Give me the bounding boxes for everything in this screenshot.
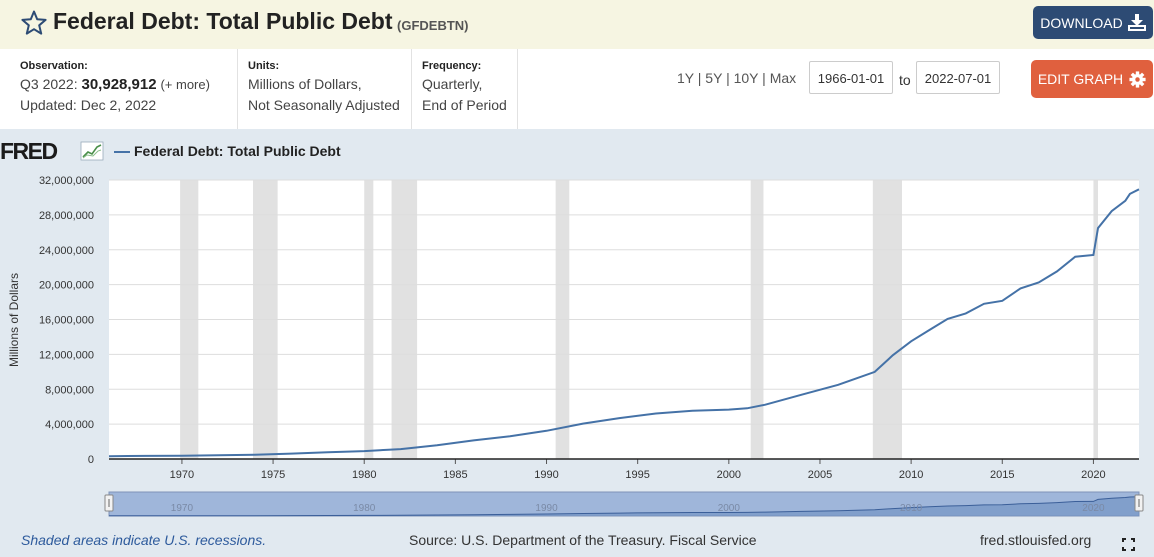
- x-tick-label: 1975: [261, 469, 285, 481]
- navigator-area: [109, 496, 1139, 516]
- frequency-label: Frequency:: [422, 60, 482, 72]
- x-tick-label: 2005: [808, 469, 832, 481]
- series-line: [108, 188, 1140, 458]
- title-bar: Federal Debt: Total Public Debt (GFDEBTN…: [0, 0, 1154, 49]
- range-10y-link[interactable]: 10Y: [733, 70, 759, 86]
- updated-date: Updated: Dec 2, 2022: [20, 97, 157, 113]
- x-tick-label: 1985: [443, 469, 467, 481]
- y-tick-label: 28,000,000: [39, 210, 94, 222]
- y-axis-label: Millions of Dollars: [7, 273, 21, 367]
- x-tick-label: 2010: [899, 469, 923, 481]
- x-tick-label: 2015: [990, 469, 1014, 481]
- to-label: to: [899, 72, 911, 88]
- page-title: Federal Debt: Total Public Debt: [53, 8, 393, 34]
- download-button[interactable]: DOWNLOAD: [1033, 6, 1153, 39]
- navigator[interactable]: 1970 1980 1990 2000 2010 2020: [104, 491, 1144, 517]
- end-date-input[interactable]: 2022-07-01: [916, 61, 1000, 94]
- star-icon[interactable]: [21, 10, 47, 36]
- y-tick-label: 16,000,000: [39, 315, 94, 327]
- source-text: Source: U.S. Department of the Treasury.…: [409, 532, 757, 548]
- download-label: DOWNLOAD: [1040, 14, 1123, 31]
- frequency-line-1: Quarterly,: [422, 76, 483, 92]
- x-tick-label: 1970: [170, 469, 194, 481]
- observation-period: Q3 2022:: [20, 76, 78, 92]
- edit-graph-label: EDIT GRAPH: [1037, 71, 1124, 87]
- legend-text: Federal Debt: Total Public Debt: [134, 143, 341, 159]
- y-tick-label: 0: [88, 454, 94, 466]
- units-line-2: Not Seasonally Adjusted: [248, 97, 400, 113]
- x-tick-label: 1990: [534, 469, 558, 481]
- x-tick-label: 1980: [352, 469, 376, 481]
- edit-graph-button[interactable]: EDIT GRAPH: [1031, 60, 1153, 98]
- range-5y-link[interactable]: 5Y: [705, 70, 723, 86]
- units-line-1: Millions of Dollars,: [248, 76, 362, 92]
- y-tick-label: 20,000,000: [39, 280, 94, 292]
- navigator-tick-label: 1990: [535, 503, 558, 514]
- navigator-tick-label: 1970: [171, 503, 194, 514]
- fullscreen-icon[interactable]: [1122, 538, 1135, 551]
- plot-layer: 0 4,000,000 8,000,000 12,000,000 16,000,000 2…: [39, 175, 1140, 481]
- observation-value: 30,928,912: [81, 76, 157, 93]
- download-icon: [1127, 14, 1146, 31]
- x-tick-label: 2000: [717, 469, 741, 481]
- navigator-tick-label: 2000: [718, 503, 741, 514]
- y-tick-label: 12,000,000: [39, 349, 94, 361]
- units-label: Units:: [248, 60, 280, 72]
- navigator-line: [109, 496, 1140, 517]
- gear-icon: [1129, 70, 1146, 88]
- observation-more-link[interactable]: (+ more): [160, 77, 210, 92]
- y-tick-label: 24,000,000: [39, 245, 94, 257]
- site-link[interactable]: fred.stlouisfed.org: [980, 532, 1092, 548]
- fred-logo-text: FRED: [0, 138, 58, 164]
- observation-label: Observation:: [20, 60, 88, 72]
- start-date-input[interactable]: 1966-01-01: [809, 61, 893, 94]
- fred-logo: FRED: [0, 138, 104, 164]
- frequency-column: Frequency: Quarterly, End of Period: [422, 49, 518, 129]
- range-1y-link[interactable]: 1Y: [677, 70, 694, 86]
- units-column: Units: Millions of Dollars, Not Seasonal…: [248, 49, 412, 129]
- x-tick-label: 2020: [1081, 469, 1105, 481]
- range-separator: |: [762, 70, 766, 86]
- x-tick-label: 1995: [625, 469, 649, 481]
- recession-note-link[interactable]: Shaded areas indicate U.S. recessions.: [21, 532, 267, 548]
- observation-column: Observation: Q3 2022: 30,928,912 (+ more…: [20, 49, 238, 129]
- chart: Millions of Dollars 0 4,000,000 8,000,000 1…: [7, 175, 1144, 517]
- navigator-tick-label: 1980: [353, 503, 376, 514]
- range-separator: |: [697, 70, 702, 86]
- navigator-tick-label: 2020: [1082, 503, 1105, 514]
- series-id: (GFDEBTN): [397, 18, 469, 33]
- range-separator: |: [726, 70, 730, 86]
- y-tick-label: 32,000,000: [39, 175, 94, 187]
- range-links: 1Y | 5Y | 10Y | Max: [677, 70, 796, 86]
- navigator-tick-label: 2010: [900, 503, 923, 514]
- y-tick-label: 8,000,000: [45, 384, 94, 396]
- y-tick-label: 4,000,000: [45, 419, 94, 431]
- range-max-link[interactable]: Max: [769, 70, 797, 86]
- legend-line: [114, 151, 130, 153]
- frequency-line-2: End of Period: [422, 97, 507, 113]
